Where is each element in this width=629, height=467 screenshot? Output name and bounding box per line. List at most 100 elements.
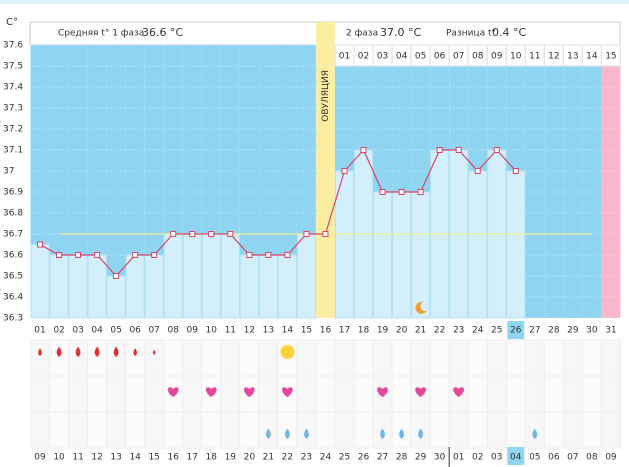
- date-label: 16: [167, 453, 179, 463]
- phase2-day-label: 03: [377, 52, 388, 62]
- date-label: 15: [148, 453, 159, 463]
- y-tick-label: 36.6: [3, 251, 23, 261]
- phase1-label: Средняя t° 1 фаза: [58, 29, 144, 39]
- date-label: 04: [510, 453, 522, 463]
- y-axis-label: C°: [6, 17, 18, 28]
- event-cell: [448, 411, 469, 449]
- x-tick-label: 11: [225, 326, 236, 336]
- event-cell: [163, 411, 184, 449]
- x-tick-label: 31: [605, 326, 616, 336]
- temp-bar: [30, 244, 50, 319]
- sun-event: [280, 345, 295, 359]
- x-tick-label: 09: [187, 326, 199, 336]
- event-cell: [524, 339, 545, 377]
- event-cell: [467, 339, 488, 377]
- date-label: 13: [110, 453, 121, 463]
- event-cell: [68, 375, 89, 413]
- phase2-day-label: 08: [472, 52, 484, 62]
- event-cell: [258, 375, 279, 413]
- event-cell: [505, 375, 526, 413]
- event-cell: [562, 411, 583, 449]
- event-cell: [353, 375, 374, 413]
- day-column: [125, 45, 145, 318]
- event-cell: [581, 375, 602, 413]
- event-cell: [296, 375, 317, 413]
- temp-point: [56, 252, 63, 258]
- event-cell: [106, 339, 127, 377]
- temp-bar: [239, 254, 259, 319]
- date-label: 07: [567, 453, 578, 463]
- event-cell: [106, 411, 127, 449]
- temp-point: [265, 252, 272, 258]
- temp-bar: [125, 254, 145, 319]
- event-cell: [239, 339, 260, 377]
- temp-point: [246, 252, 253, 258]
- temp-bar: [163, 233, 183, 319]
- x-tick-label: 13: [263, 326, 274, 336]
- date-label: 27: [377, 453, 388, 463]
- x-tick-label: 24: [472, 326, 484, 336]
- event-cell: [68, 339, 89, 377]
- x-tick-label: 18: [358, 326, 370, 336]
- temp-point: [379, 189, 386, 195]
- temp-point: [303, 231, 310, 237]
- event-cell: [106, 375, 127, 413]
- x-tick-label: 14: [282, 326, 294, 336]
- temp-point: [398, 189, 405, 195]
- x-tick-label: 19: [377, 326, 389, 336]
- x-tick-label: 27: [529, 326, 540, 336]
- temp-bar: [258, 254, 278, 319]
- y-tick-label: 37.1: [3, 146, 23, 156]
- date-label: 06: [548, 453, 560, 463]
- date-label: 10: [53, 453, 65, 463]
- event-cell: [125, 339, 146, 377]
- event-cell: [87, 411, 108, 449]
- temp-bar: [144, 254, 164, 319]
- ovulation-column-top: [315, 22, 335, 45]
- bleeding-drop: [113, 346, 119, 357]
- x-tick-label: 15: [301, 326, 312, 336]
- event-cell: [429, 339, 450, 377]
- event-cell: [505, 411, 526, 449]
- bleeding-drop: [75, 346, 81, 357]
- event-cell: [600, 375, 621, 413]
- y-tick-label: 36.9: [3, 188, 23, 198]
- event-cell: [182, 411, 203, 449]
- event-cell: [391, 375, 412, 413]
- event-cell: [315, 339, 336, 377]
- event-cell: [163, 339, 184, 377]
- x-tick-label: 05: [110, 326, 121, 336]
- event-cell: [581, 411, 602, 449]
- phase2-day-label: 02: [358, 52, 369, 62]
- x-tick-label: 04: [91, 326, 103, 336]
- y-tick-label: 37.3: [3, 104, 23, 114]
- event-cell: [87, 339, 108, 377]
- y-tick-label: 36.4: [3, 293, 23, 303]
- x-tick-label: 23: [453, 326, 464, 336]
- phase2-day-label: 15: [605, 52, 616, 62]
- temp-point: [75, 252, 82, 258]
- event-cell: [30, 375, 51, 413]
- event-cell: [600, 411, 621, 449]
- event-cell: [125, 375, 146, 413]
- event-cell: [486, 411, 507, 449]
- temp-bar: [411, 191, 431, 319]
- event-cell: [543, 411, 564, 449]
- x-tick-label: 10: [206, 326, 218, 336]
- temp-point: [436, 147, 443, 153]
- phase2-day-label: 04: [396, 52, 408, 62]
- diff-value: 0.4 °C: [492, 26, 526, 39]
- event-cell: [144, 375, 165, 413]
- phase1-value: 36.6 °C: [142, 26, 183, 39]
- event-cell: [372, 339, 393, 377]
- diff-label: Разница t°: [446, 29, 496, 39]
- day-column: [258, 45, 278, 318]
- phase2-day-label: 14: [586, 52, 598, 62]
- temp-bar: [296, 233, 316, 319]
- bleeding-drop: [94, 346, 100, 357]
- temp-bar: [87, 254, 107, 319]
- event-cell: [581, 339, 602, 377]
- temp-bar: [68, 254, 88, 319]
- temp-point: [512, 168, 519, 174]
- phase2-day-label: 12: [548, 52, 559, 62]
